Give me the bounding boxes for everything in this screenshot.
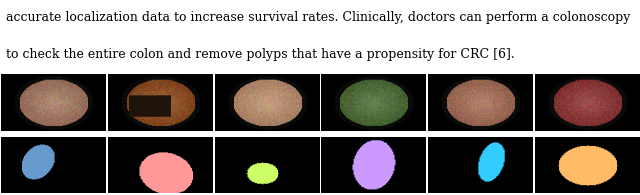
Text: accurate localization data to increase survival rates. Clinically, doctors can p: accurate localization data to increase s… (6, 11, 631, 24)
Text: to check the entire colon and remove polyps that have a propensity for CRC [6].: to check the entire colon and remove pol… (6, 48, 515, 61)
